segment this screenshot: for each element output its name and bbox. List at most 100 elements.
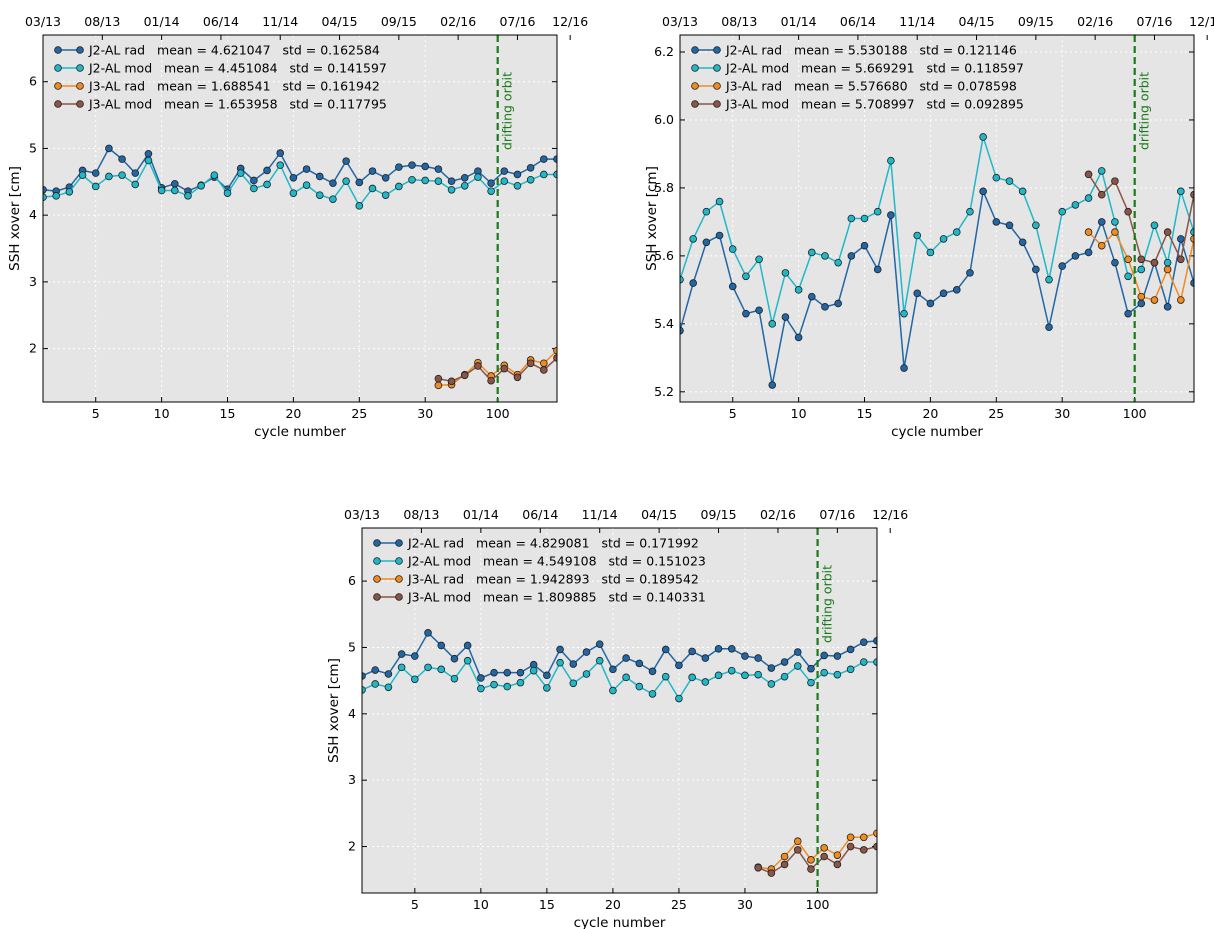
legend-marker <box>691 64 699 72</box>
data-point <box>1163 258 1172 267</box>
data-point <box>263 166 271 175</box>
data-point <box>768 381 777 389</box>
data-point <box>474 173 482 181</box>
legend-marker <box>373 575 381 583</box>
xtick-label: 15 <box>220 406 236 421</box>
xtick-label: 30 <box>737 897 753 912</box>
data-point <box>793 648 802 656</box>
data-point <box>767 869 776 877</box>
ytick-label: 2 <box>29 341 37 356</box>
data-point <box>847 252 856 260</box>
series-line-2 <box>43 158 557 208</box>
legend-entry: J3-AL rad mean = 5.576680 std = 0.078598 <box>725 79 1017 94</box>
data-point <box>1177 255 1185 264</box>
legend-marker <box>76 100 84 108</box>
data-point <box>1177 235 1185 243</box>
data-point <box>661 672 670 681</box>
data-point <box>463 641 472 650</box>
data-point <box>979 187 987 196</box>
data-point <box>329 195 337 203</box>
data-point <box>1084 194 1093 202</box>
data-point <box>236 169 245 177</box>
data-point <box>595 656 604 665</box>
data-point <box>43 193 47 201</box>
data-point <box>821 303 829 311</box>
y-axis-label: SSH xover [cm] <box>644 166 660 271</box>
data-point <box>741 671 749 680</box>
top-tick-label: 09/15 <box>701 507 737 522</box>
xtick-label: 5 <box>411 897 419 912</box>
data-point <box>526 163 535 172</box>
data-point <box>939 289 948 298</box>
legend-entry: J3-AL mod mean = 1.809885 std = 0.140331 <box>407 590 706 605</box>
plot-area <box>680 133 1194 389</box>
data-point <box>913 231 922 240</box>
data-point <box>500 167 509 175</box>
data-point <box>820 844 828 852</box>
data-point <box>424 629 432 637</box>
data-point <box>1111 258 1119 267</box>
top-tick-label: 08/13 <box>721 14 757 29</box>
data-point <box>477 674 485 682</box>
data-point <box>540 170 548 179</box>
data-point <box>702 238 711 247</box>
data-point <box>807 292 816 301</box>
data-point <box>821 252 829 260</box>
data-point <box>1058 262 1067 270</box>
data-point <box>223 189 232 197</box>
data-point <box>714 671 723 680</box>
data-point <box>450 674 459 683</box>
data-point <box>689 235 697 243</box>
plot-background <box>680 35 1194 402</box>
data-point <box>1084 248 1093 257</box>
ytick-label: 6.2 <box>654 44 674 59</box>
data-point <box>43 186 47 194</box>
ytick-label: 4 <box>29 207 37 222</box>
data-point <box>91 169 100 177</box>
data-point <box>276 149 285 157</box>
xtick-label: 100 <box>806 897 830 912</box>
data-point <box>1124 255 1132 264</box>
data-point <box>781 269 790 277</box>
data-point <box>105 172 113 181</box>
series-line-4 <box>438 357 557 383</box>
data-point <box>513 182 522 190</box>
data-point <box>794 286 803 294</box>
top-tick-label: 07/16 <box>499 14 535 29</box>
legend-marker <box>713 100 721 108</box>
data-point <box>1163 303 1172 311</box>
data-point <box>118 171 126 179</box>
top-tick-label: 09/15 <box>1018 14 1054 29</box>
data-point <box>540 366 548 374</box>
top-tick-label: 11/14 <box>899 14 935 29</box>
data-point <box>437 665 446 674</box>
data-point <box>543 684 551 692</box>
data-point <box>820 852 828 861</box>
xtick-label: 30 <box>1054 406 1070 421</box>
xtick-label: 20 <box>922 406 938 421</box>
xtick-label: 100 <box>486 406 510 421</box>
data-point <box>714 644 723 653</box>
series-line-1 <box>43 147 557 192</box>
data-point <box>926 248 935 257</box>
legend-entry: J3-AL mod mean = 1.653958 std = 0.117795 <box>88 97 387 112</box>
ytick-label: 5.8 <box>654 180 674 195</box>
x-axis-label: cycle number <box>254 424 346 440</box>
data-point <box>434 165 443 173</box>
top-tick-label: 03/13 <box>25 14 61 29</box>
data-point <box>395 163 403 171</box>
data-point <box>411 652 419 660</box>
data-point <box>105 144 113 153</box>
data-point <box>540 155 548 163</box>
legend-marker <box>54 46 62 54</box>
data-point <box>315 172 324 181</box>
data-point <box>846 842 855 851</box>
data-point <box>727 666 736 675</box>
xtick-label: 10 <box>154 406 170 421</box>
xtick-label: 20 <box>605 897 621 912</box>
top-tick-label: 12/16 <box>552 14 588 29</box>
data-point <box>381 173 390 182</box>
data-point <box>859 638 868 646</box>
data-point <box>859 833 868 842</box>
data-point <box>1097 167 1106 175</box>
